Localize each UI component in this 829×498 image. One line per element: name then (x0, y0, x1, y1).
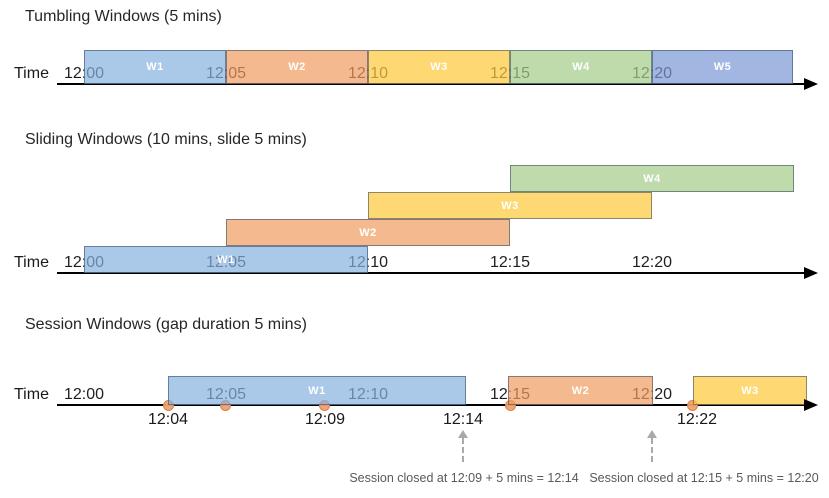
window-label: W3 (430, 61, 448, 73)
window-bar-session-w3: W3 (693, 376, 807, 405)
event-dot (686, 399, 698, 411)
axis-arrowhead-icon (804, 399, 818, 411)
window-label: W3 (501, 199, 519, 212)
section-title-session: Session Windows (gap duration 5 mins) (25, 316, 307, 333)
axis-arrowhead-icon (804, 78, 818, 90)
time-axis (57, 404, 806, 406)
event-time-label: 12:22 (676, 411, 718, 428)
tick-label-sliding: 12:20 (631, 254, 673, 271)
window-bar-sliding-w1: W1 (84, 246, 368, 273)
window-bar-sliding-w4: W4 (510, 165, 794, 192)
window-label: W5 (713, 61, 732, 73)
window-bar-tumbling-w5: W5 (652, 50, 793, 84)
axis-arrowhead-icon (804, 267, 818, 279)
time-axis-label: Time (14, 254, 49, 271)
section-title-sliding: Sliding Windows (10 mins, slide 5 mins) (25, 131, 307, 148)
window-label: W4 (572, 61, 590, 73)
event-time-label: 12:14 (442, 411, 484, 428)
window-label: W2 (571, 384, 590, 397)
window-bar-tumbling-w4: W4 (510, 50, 652, 84)
session-closed-annotation: Session closed at 12:15 + 5 mins = 12:20 (589, 471, 819, 485)
window-label: W2 (288, 61, 306, 73)
window-label: W1 (146, 61, 164, 73)
callout-up-arrow-icon (647, 430, 657, 438)
window-label: W1 (217, 253, 235, 266)
window-label: W1 (308, 384, 326, 397)
callout-arrow-stem (651, 438, 653, 462)
callout-arrow-stem (462, 438, 464, 462)
time-axis (57, 83, 806, 85)
window-bar-sliding-w2: W2 (226, 219, 510, 246)
window-bar-session-w2: W2 (508, 376, 653, 405)
window-bar-sliding-w3: W3 (368, 192, 652, 219)
section-title-tumbling: Tumbling Windows (5 mins) (25, 8, 222, 25)
window-bar-tumbling-w2: W2 (226, 50, 368, 84)
time-axis-label: Time (14, 65, 49, 82)
session-closed-annotation: Session closed at 12:09 + 5 mins = 12:14 (349, 471, 579, 485)
time-axis (57, 272, 806, 274)
event-time-label: 12:04 (147, 411, 189, 428)
window-bar-tumbling-w3: W3 (368, 50, 510, 84)
tick-label-session: 12:00 (63, 386, 105, 403)
window-label: W4 (643, 172, 661, 185)
window-bar-tumbling-w1: W1 (84, 50, 226, 84)
tick-label-sliding: 12:15 (489, 254, 531, 271)
window-label: W2 (359, 226, 377, 239)
time-axis-label: Time (14, 386, 49, 403)
event-time-label: 12:09 (304, 411, 346, 428)
window-bar-session-w1: W1 (168, 376, 466, 405)
window-label: W3 (741, 384, 759, 397)
callout-up-arrow-icon (458, 430, 468, 438)
